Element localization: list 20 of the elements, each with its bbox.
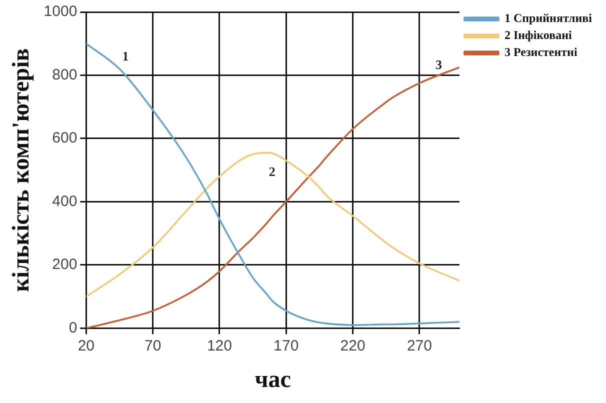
annotation: 2 [268,164,276,180]
y-tick-label: 400 [52,192,78,210]
y-tick-label: 600 [52,130,78,147]
x-axis-title: час [254,366,292,393]
annotation: 3 [436,57,443,72]
legend-label: 1 Сприйнятливі [504,11,593,26]
x-tick-label: 220 [340,337,366,354]
x-tick-label: 120 [206,337,232,354]
y-tick-label: 800 [52,66,78,84]
x-tick-label: 170 [274,337,299,354]
x-tick-label: 70 [144,337,162,354]
y-tick-label: 0 [68,319,78,336]
legend-label: 3 Резистентні [504,45,578,60]
y-axis-title: кількість комп'ютерів [8,48,35,292]
y-tick-label: 200 [52,256,78,274]
annotation: 1 [122,48,129,64]
legend-label: 2 Інфіковані [504,28,573,42]
y-tick-label: 1000 [44,3,78,20]
x-tick-label: 20 [78,337,95,354]
x-tick-label: 270 [406,337,432,354]
